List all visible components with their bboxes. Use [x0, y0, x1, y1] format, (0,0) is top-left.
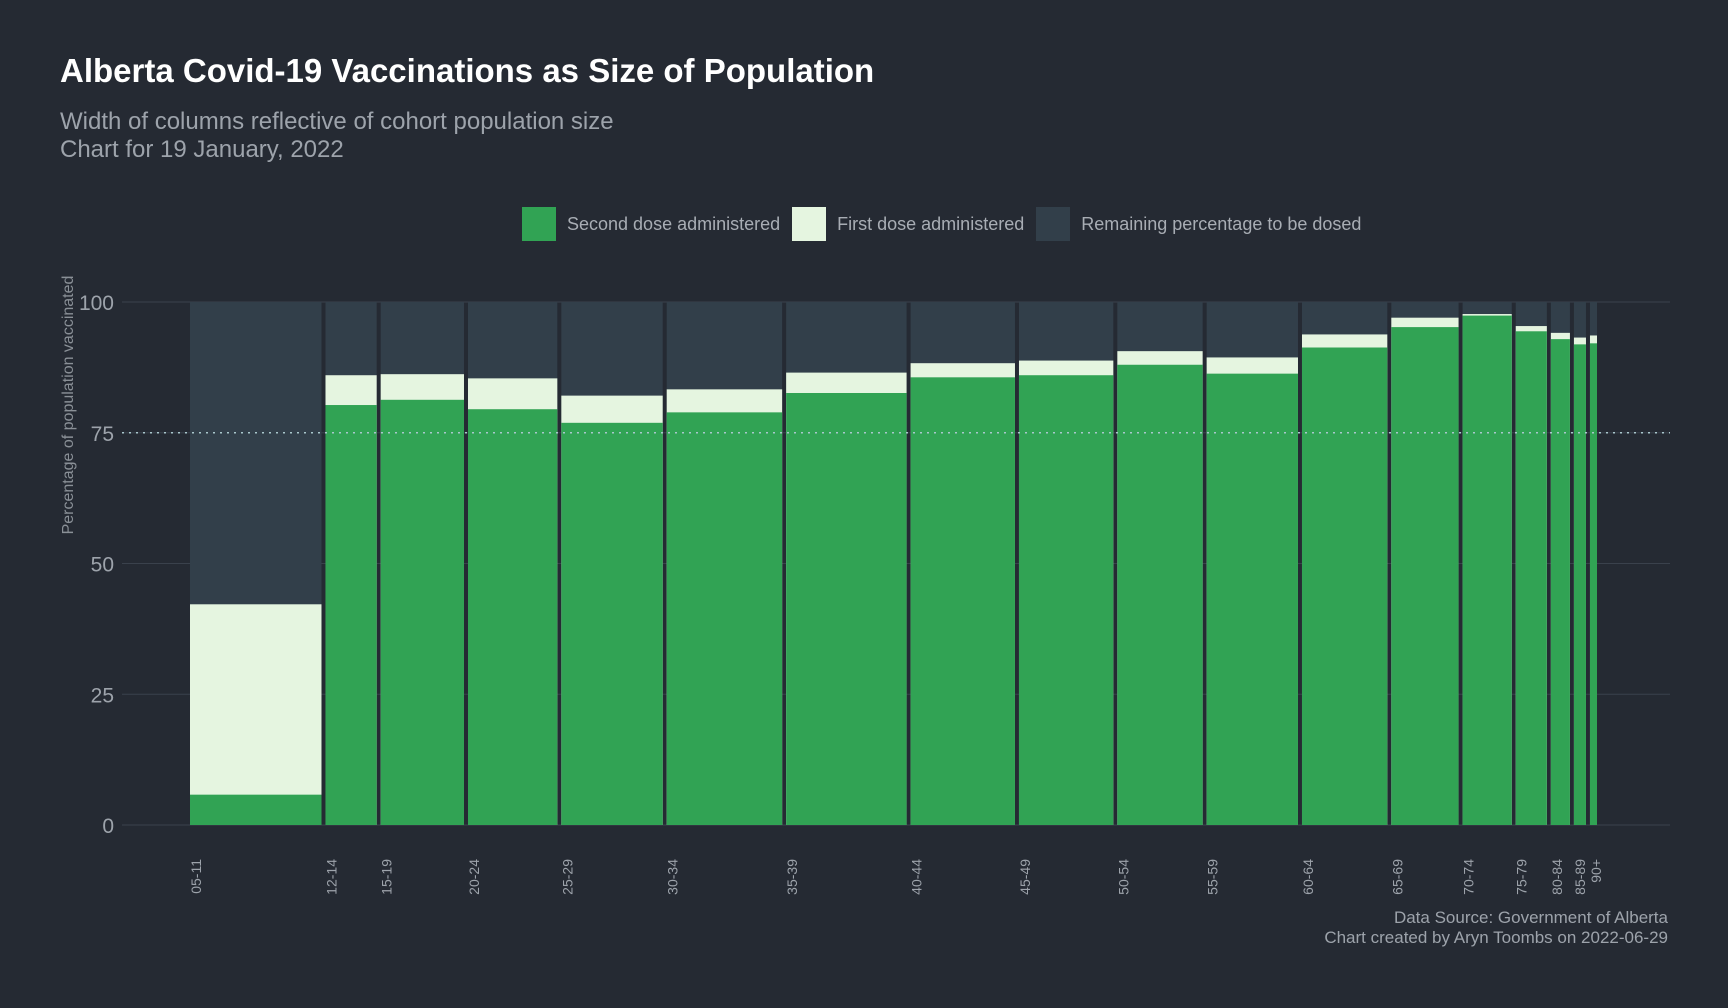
bar-second-dose [1301, 347, 1388, 825]
bar-second-dose [325, 405, 377, 825]
y-tick-label: 100 [79, 292, 114, 315]
x-tick-label: 75-79 [1514, 859, 1530, 895]
y-tick-label: 75 [91, 423, 114, 446]
x-tick-label: 45-49 [1017, 859, 1033, 895]
bar-second-dose [910, 377, 1015, 825]
x-tick-label: 65-69 [1389, 859, 1405, 895]
chart-title: Alberta Covid-19 Vaccinations as Size of… [60, 52, 875, 89]
legend-label-first-dose: First dose administered [837, 213, 1025, 234]
bar-second-dose [561, 422, 663, 825]
legend-item-first-dose: First dose administered [792, 207, 1024, 241]
y-tick-label: 50 [91, 554, 114, 577]
y-tick-label: 25 [91, 684, 114, 707]
subtitle-line-2: Chart for 19 January, 2022 [60, 136, 344, 163]
x-tick-label: 20-24 [466, 859, 482, 895]
bar-second-dose [1573, 344, 1586, 825]
bar-second-dose [786, 393, 907, 825]
y-axis-label: Percentage of population vaccinated [60, 276, 77, 535]
bar-second-dose [190, 794, 322, 825]
bar-second-dose [1550, 339, 1570, 825]
x-tick-label: 60-64 [1300, 859, 1316, 895]
bar-first-dose [190, 604, 322, 825]
legend-swatch-remaining [1036, 207, 1071, 241]
bar-second-dose [1206, 373, 1298, 825]
caption-data-source: Data Source: Government of Alberta [1393, 908, 1668, 927]
caption-credit: Chart created by Aryn Toombs on 2022-06-… [1324, 928, 1668, 947]
x-tick-label: 40-44 [909, 859, 925, 895]
legend-item-remaining: Remaining percentage to be dosed [1036, 207, 1361, 241]
chart-subtitle: Width of columns reflective of cohort po… [60, 108, 614, 164]
bar-second-dose [1391, 327, 1459, 825]
legend-label-remaining: Remaining percentage to be dosed [1081, 213, 1362, 234]
bar-second-dose [1462, 315, 1512, 825]
x-tick-label: 05-11 [188, 859, 204, 894]
bar-second-dose [666, 412, 783, 825]
bar-second-dose [1018, 375, 1114, 825]
chart-caption: Data Source: Government of Alberta Chart… [1324, 908, 1668, 948]
legend-swatch-second-dose [522, 207, 556, 241]
legend-item-second-dose: Second dose administered [522, 207, 780, 241]
x-tick-label: 15-19 [379, 859, 395, 895]
legend-swatch-first-dose [792, 207, 827, 241]
bar-second-dose [380, 399, 464, 825]
subtitle-line-1: Width of columns reflective of cohort po… [60, 108, 614, 135]
x-tick-label: 50-54 [1115, 859, 1131, 895]
x-tick-label: 55-59 [1205, 859, 1221, 895]
y-tick-label: 0 [102, 815, 114, 838]
x-tick-label: 12-14 [323, 859, 339, 895]
x-tick-label: 30-34 [665, 859, 681, 895]
x-tick-label: 85-89 [1572, 859, 1588, 895]
bar-second-dose [1117, 364, 1203, 825]
legend-label-second-dose: Second dose administered [567, 213, 781, 234]
bar-second-dose [1515, 331, 1547, 825]
bar-second-dose [467, 409, 558, 825]
x-tick-label: 35-39 [784, 859, 800, 895]
chart-legend: Second dose administered First dose admi… [522, 207, 1361, 241]
x-tick-label: 90+ [1588, 859, 1604, 883]
x-tick-label: 25-29 [559, 859, 575, 895]
bar-second-dose [1589, 343, 1597, 825]
x-tick-label: 80-84 [1549, 859, 1565, 895]
x-tick-label: 70-74 [1461, 859, 1477, 895]
